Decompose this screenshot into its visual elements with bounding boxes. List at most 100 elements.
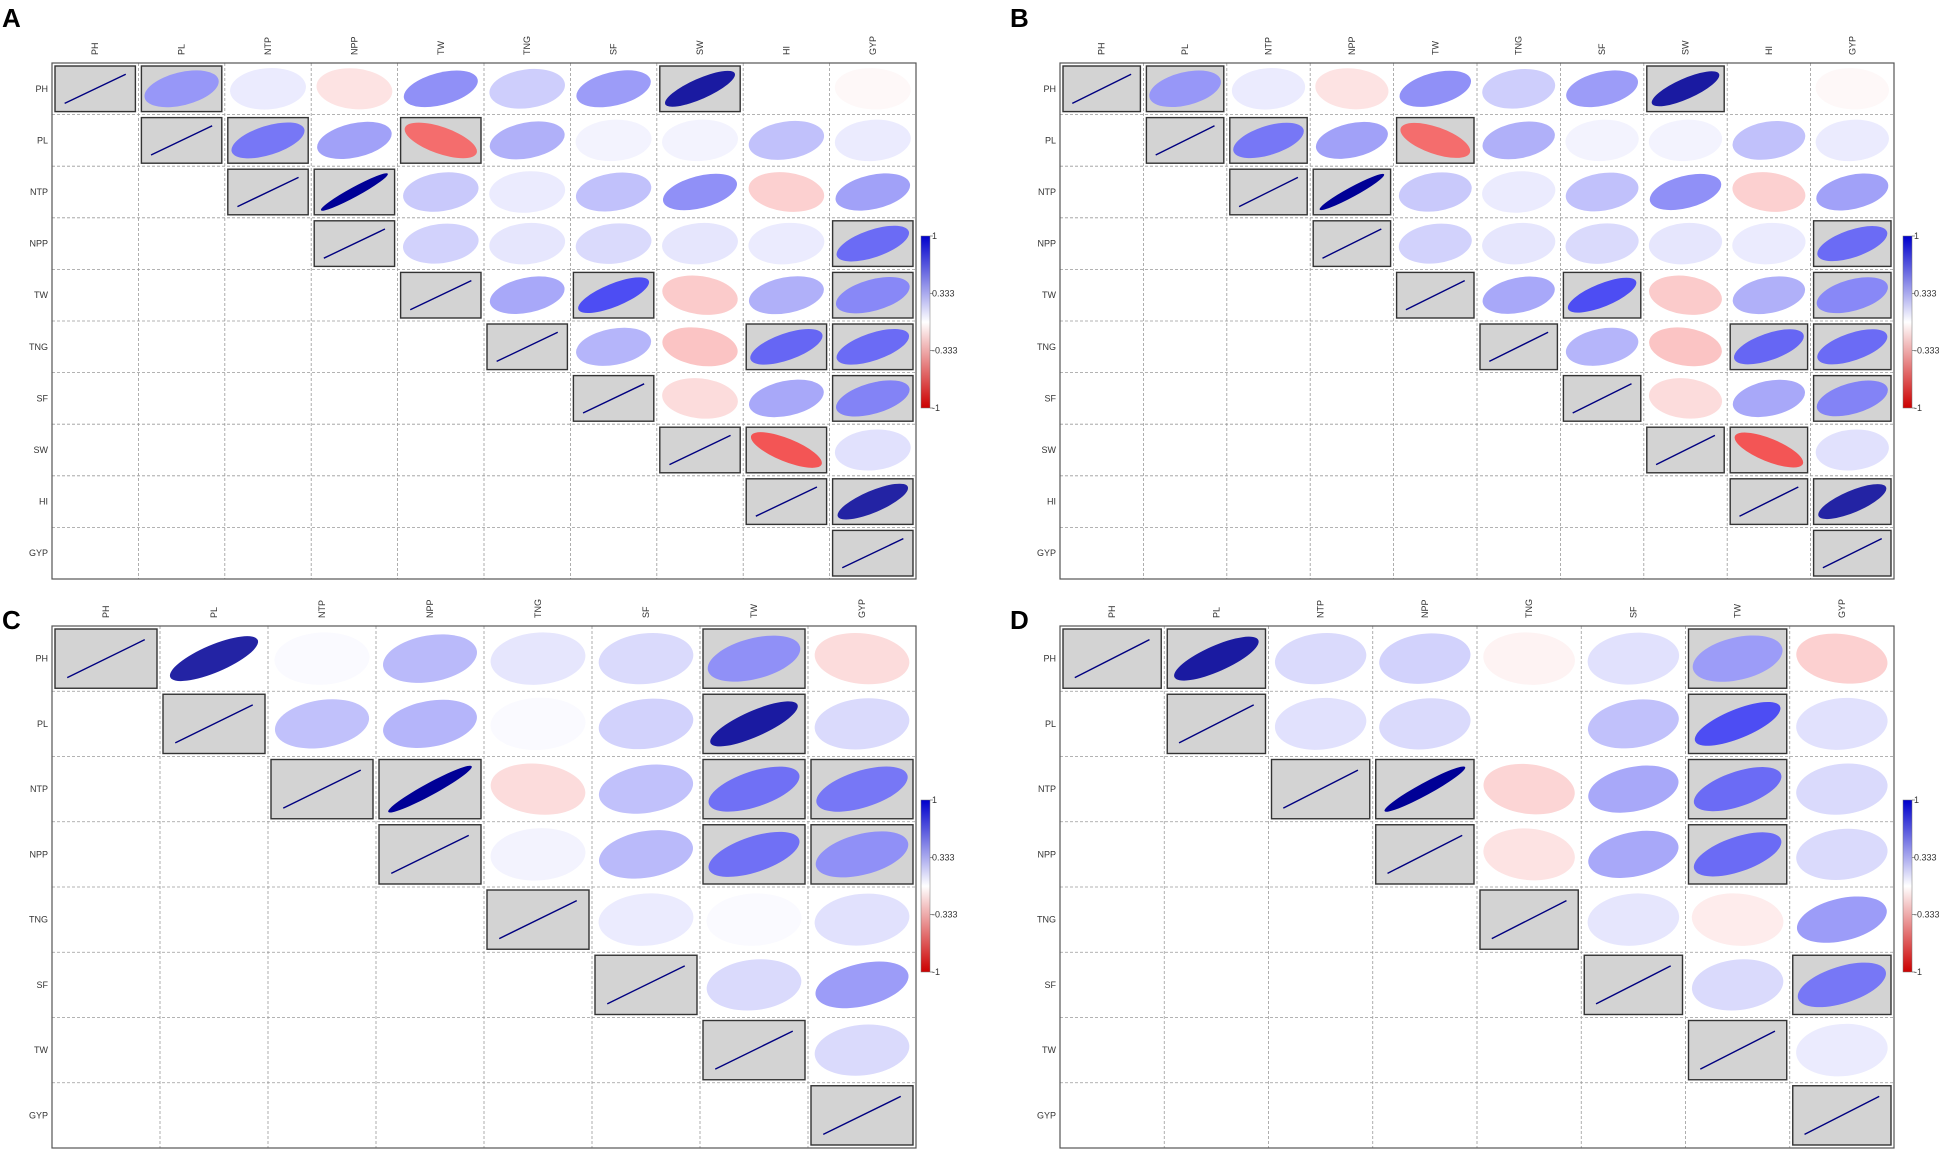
cell-tng-sw bbox=[1649, 327, 1722, 367]
cell-tw-gyp bbox=[1812, 271, 1892, 319]
correlation-ellipse bbox=[1233, 122, 1304, 159]
cell-tng-tng bbox=[486, 889, 590, 950]
row-label: TNG bbox=[29, 915, 48, 925]
correlation-ellipse bbox=[708, 766, 800, 812]
column-label: GYP bbox=[1847, 36, 1857, 55]
column-label: NPP bbox=[1420, 599, 1430, 618]
cell-ntp-hi bbox=[748, 172, 825, 212]
correlation-ellipse bbox=[1648, 222, 1723, 265]
cell-ntp-sw bbox=[1649, 173, 1722, 211]
panels-layer: PH PH PL PL NTP NTP NPP NPP TW TW TNG TNG SF SF SW SW HI… bbox=[29, 36, 1939, 1149]
cell-tw-tng bbox=[489, 276, 565, 314]
cell-ph-tw bbox=[1687, 628, 1788, 689]
correlation-ellipse bbox=[489, 222, 566, 265]
correlation-ellipse bbox=[1651, 71, 1720, 107]
cell-pl-tng bbox=[490, 697, 586, 751]
colorbar-tick-label: 0.333 bbox=[932, 852, 955, 862]
correlation-ellipse bbox=[748, 172, 825, 212]
correlation-ellipse bbox=[1796, 896, 1887, 943]
correlation-ellipse bbox=[1231, 68, 1306, 110]
correlation-ellipse bbox=[403, 172, 479, 212]
correlation-ellipse bbox=[815, 961, 909, 1009]
cell-npp-sw bbox=[1648, 222, 1723, 265]
row-label: PH bbox=[1043, 654, 1056, 664]
correlation-ellipse bbox=[1797, 962, 1886, 1008]
cell-ph-tng bbox=[490, 632, 586, 685]
cell-pl-sf bbox=[598, 698, 694, 750]
colorbar-tick-label: -0.333 bbox=[932, 346, 958, 356]
correlation-ellipse bbox=[836, 328, 910, 365]
cell-sw-sw bbox=[659, 426, 741, 474]
row-label: TW bbox=[1042, 1045, 1056, 1055]
panel-c: PH PH PL PL NTP NTP NPP NPP TNG TNG SF SF TW TW GYP GYP… bbox=[29, 599, 958, 1149]
cell-pl-pl bbox=[140, 116, 223, 164]
correlation-ellipse bbox=[1482, 222, 1556, 265]
correlation-ellipse bbox=[489, 276, 565, 314]
cell-sf-sf bbox=[1562, 374, 1642, 422]
cell-gyp-gyp bbox=[831, 529, 914, 577]
panel-b: PH PH PL PL NTP NTP NPP NPP TW TW TNG TNG SF SF SW SW HI… bbox=[1037, 36, 1939, 580]
correlation-ellipse bbox=[1567, 277, 1637, 313]
correlation-ellipse bbox=[1816, 173, 1889, 211]
cell-ph-ntp bbox=[230, 68, 306, 110]
cell-sf-sf bbox=[594, 954, 698, 1016]
row-label: TW bbox=[1042, 290, 1056, 300]
correlation-ellipse bbox=[1566, 70, 1639, 108]
row-label: NPP bbox=[1037, 849, 1056, 859]
cell-tw-sf bbox=[1562, 271, 1642, 319]
diagonal-line bbox=[174, 704, 254, 744]
grid bbox=[52, 63, 916, 579]
correlation-ellipse bbox=[1274, 697, 1367, 750]
cell-ph-pl bbox=[1145, 65, 1225, 113]
cell-sw-sw bbox=[1646, 426, 1725, 474]
cell-pl-gyp bbox=[814, 698, 910, 750]
cell-ph-sw bbox=[1646, 65, 1725, 113]
row-label: NTP bbox=[1038, 784, 1056, 794]
cell-pl-ntp bbox=[227, 116, 309, 164]
cell-ntp-sf bbox=[1565, 172, 1639, 212]
correlation-ellipse bbox=[1379, 633, 1471, 684]
diagonal-line bbox=[1572, 383, 1632, 414]
cell-sf-gyp bbox=[831, 374, 914, 422]
cell-npp-tng bbox=[1482, 222, 1556, 265]
correlation-ellipse bbox=[1174, 636, 1259, 681]
correlation-ellipse bbox=[404, 122, 477, 159]
colorbar-tick-label: 1 bbox=[1914, 795, 1919, 805]
correlation-ellipse bbox=[575, 172, 652, 212]
correlation-ellipse bbox=[1818, 484, 1887, 520]
correlation-ellipse bbox=[169, 636, 259, 682]
correlation-ellipse bbox=[1733, 329, 1804, 365]
correlation-ellipse bbox=[836, 225, 910, 262]
column-label: HI bbox=[1764, 46, 1774, 55]
correlation-ellipse bbox=[1816, 277, 1888, 314]
correlation-ellipse bbox=[274, 632, 370, 685]
diagonal-line bbox=[1178, 704, 1255, 744]
diagonal-line bbox=[669, 434, 731, 466]
correlation-ellipse bbox=[834, 68, 911, 110]
correlation-ellipse bbox=[490, 763, 586, 815]
cell-tng-hi bbox=[1729, 323, 1809, 371]
column-label: NTP bbox=[1316, 600, 1326, 618]
cell-pl-sw bbox=[1648, 119, 1723, 162]
correlation-ellipse bbox=[1482, 121, 1555, 160]
diagonal-line bbox=[1155, 125, 1215, 156]
cell-pl-sf bbox=[575, 119, 652, 162]
row-label: PL bbox=[1045, 135, 1056, 145]
diagonal-line bbox=[1804, 1095, 1880, 1135]
cell-ntp-gyp bbox=[810, 758, 914, 820]
cell-pl-tw bbox=[1687, 693, 1788, 755]
diagonal-line bbox=[64, 73, 127, 105]
correlation-ellipse bbox=[490, 828, 586, 881]
cell-tw-tng bbox=[1482, 276, 1555, 314]
colorbar-gradient bbox=[1902, 235, 1913, 409]
correlation-ellipse bbox=[1384, 766, 1466, 812]
cell-ph-sf bbox=[1587, 632, 1680, 685]
cell-ntp-tw bbox=[1398, 172, 1472, 212]
column-label: PH bbox=[101, 605, 111, 618]
correlation-ellipse bbox=[1319, 173, 1385, 211]
diagonal-line bbox=[1071, 73, 1132, 105]
cell-ntp-npp bbox=[378, 758, 482, 820]
correlation-ellipse bbox=[1398, 172, 1472, 212]
column-label: PL bbox=[1180, 44, 1190, 55]
cell-tng-gyp bbox=[1812, 323, 1892, 371]
